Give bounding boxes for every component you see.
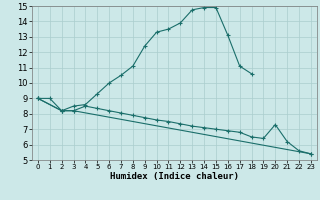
X-axis label: Humidex (Indice chaleur): Humidex (Indice chaleur)	[110, 172, 239, 181]
